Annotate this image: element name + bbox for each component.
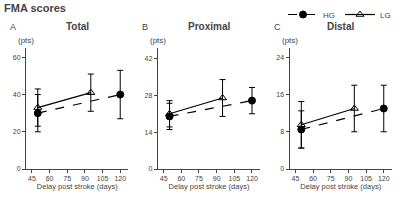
svg-text:75: 75	[327, 175, 335, 182]
svg-text:90: 90	[213, 175, 221, 182]
svg-text:105: 105	[228, 175, 240, 182]
svg-text:42: 42	[145, 55, 153, 62]
svg-text:28: 28	[145, 92, 153, 99]
svg-text:FMA scores: FMA scores	[4, 2, 66, 14]
svg-text:24: 24	[276, 54, 284, 61]
svg-text:Distal: Distal	[327, 21, 354, 32]
svg-text:0: 0	[17, 165, 21, 172]
svg-text:90: 90	[81, 175, 89, 182]
svg-text:Delay post stroke (days): Delay post stroke (days)	[37, 182, 118, 191]
svg-text:(pts): (pts)	[282, 36, 298, 45]
svg-text:120: 120	[114, 175, 126, 182]
svg-text:16: 16	[276, 91, 284, 98]
svg-text:0: 0	[148, 165, 152, 172]
svg-text:20: 20	[13, 128, 21, 135]
svg-text:(pts): (pts)	[150, 36, 166, 45]
svg-text:Proximal: Proximal	[188, 21, 230, 32]
svg-text:0: 0	[280, 165, 284, 172]
svg-text:B: B	[142, 22, 148, 32]
svg-text:75: 75	[63, 175, 71, 182]
svg-text:120: 120	[246, 175, 258, 182]
svg-text:60: 60	[177, 175, 185, 182]
svg-text:120: 120	[378, 175, 390, 182]
svg-text:14: 14	[145, 129, 153, 136]
svg-text:45: 45	[28, 175, 36, 182]
svg-text:60: 60	[13, 54, 21, 61]
svg-text:HG: HG	[323, 11, 335, 20]
svg-text:90: 90	[345, 175, 353, 182]
svg-text:45: 45	[160, 175, 168, 182]
svg-text:Total: Total	[66, 21, 89, 32]
svg-text:105: 105	[97, 175, 109, 182]
svg-text:40: 40	[13, 91, 21, 98]
svg-text:Delay post stroke (days): Delay post stroke (days)	[169, 182, 250, 191]
svg-text:Delay post stroke (days): Delay post stroke (days)	[300, 182, 381, 191]
svg-text:C: C	[274, 22, 281, 32]
svg-text:8: 8	[280, 128, 284, 135]
svg-text:A: A	[10, 22, 16, 32]
svg-text:75: 75	[195, 175, 203, 182]
svg-text:LG: LG	[380, 11, 391, 20]
svg-text:105: 105	[360, 175, 372, 182]
svg-text:45: 45	[292, 175, 300, 182]
svg-text:(pts): (pts)	[18, 36, 34, 45]
svg-text:60: 60	[309, 175, 317, 182]
svg-text:60: 60	[46, 175, 54, 182]
